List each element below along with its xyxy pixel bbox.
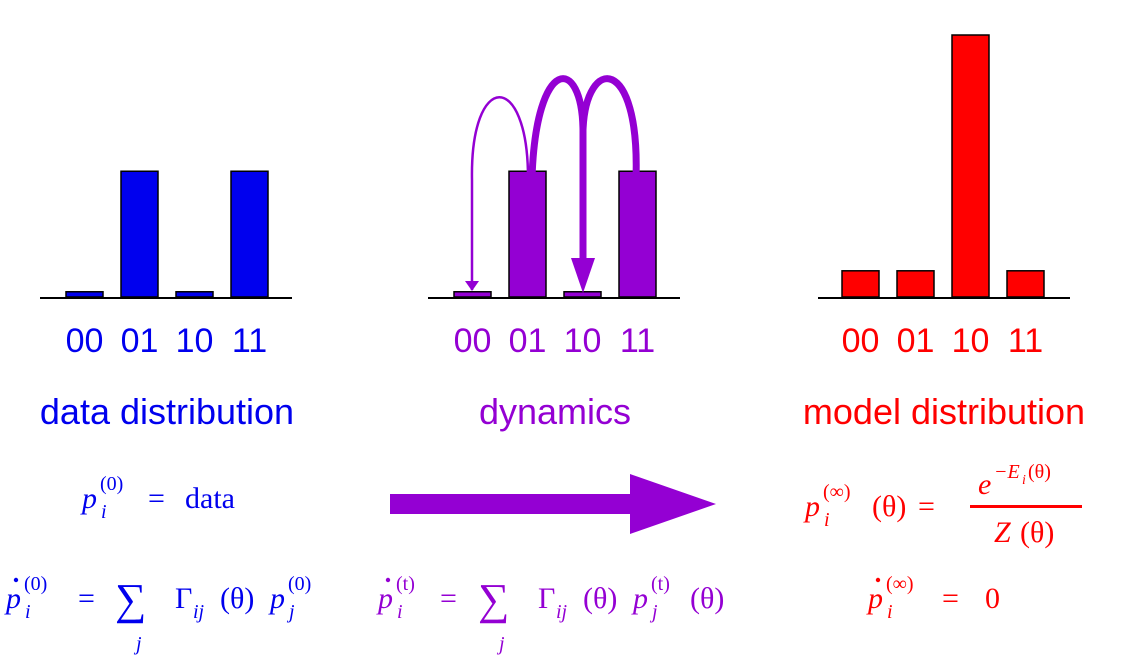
eq-sum: ∑ — [115, 575, 146, 624]
eq-sub: j — [649, 601, 658, 623]
transition-arrowhead-10 — [571, 258, 595, 293]
equation-model-stationary: p (∞) i (θ) = e −E i (θ) Z (θ) — [803, 461, 1082, 549]
eq-exponent: −E — [994, 461, 1020, 483]
eq-dot — [385, 577, 391, 583]
bar-data-11 — [230, 170, 269, 298]
eq-exponent-sub: i — [1022, 473, 1026, 488]
eq-equals: = — [78, 582, 95, 615]
eq-denominator-theta: (θ) — [1020, 516, 1054, 549]
eq-sup: (∞) — [823, 481, 851, 503]
eq-exponent-theta: (θ) — [1028, 461, 1051, 483]
tick-label-model-10: 10 — [952, 322, 990, 360]
tick-labels-data: 00 01 10 11 — [66, 322, 268, 360]
eq-dot — [875, 577, 881, 583]
bar-data-00 — [65, 291, 104, 298]
eq-denominator-Z: Z — [994, 516, 1011, 549]
eq-theta: (θ) — [220, 582, 254, 615]
transition-arrow-11-to-10 — [579, 75, 640, 179]
tick-labels-model: 00 01 10 11 — [842, 322, 1044, 360]
eq-sub: i — [101, 501, 107, 523]
eq-gamma: Γ — [538, 582, 555, 615]
eq-equals: = — [148, 482, 165, 515]
eq-data-word: data — [185, 482, 235, 515]
bar-dynamics-01 — [508, 170, 547, 298]
eq-sub: i — [824, 509, 830, 531]
eq-zero: 0 — [985, 582, 1000, 615]
panel-title-model: model distribution — [803, 391, 1085, 432]
eq-sum-index: j — [133, 633, 142, 655]
tick-label-model-01: 01 — [897, 322, 935, 360]
bar-model-11 — [1006, 270, 1045, 298]
bars-data — [65, 170, 269, 298]
equation-model-rate: p (∞) i = 0 — [866, 573, 1000, 623]
eq-sup: (0) — [24, 573, 47, 595]
eq-gamma-sub: ij — [556, 601, 568, 623]
eq-sup: (t) — [396, 573, 415, 595]
eq-sup: (∞) — [886, 573, 914, 595]
bar-data-10 — [175, 291, 214, 298]
eq-dot — [13, 577, 19, 583]
tick-label-dynamics-01: 01 — [509, 322, 547, 360]
eq-sub: i — [397, 601, 403, 623]
eq-symbol-p: p — [80, 482, 97, 515]
eq-symbol-p: p — [631, 582, 648, 615]
eq-symbol-p: p — [4, 582, 21, 615]
tick-label-model-11: 11 — [1008, 322, 1043, 360]
tick-label-dynamics-00: 00 — [454, 322, 492, 360]
eq-equals: = — [918, 490, 935, 523]
bar-dynamics-00 — [453, 291, 492, 298]
eq-theta: (θ) — [690, 582, 724, 615]
equation-data-rate: p (0) i = ∑ j Γ ij (θ) p (0) j — [4, 573, 311, 655]
equation-data-initial: p (0) i = data — [80, 473, 235, 523]
tick-label-data-11: 11 — [232, 322, 267, 360]
eq-gamma: Γ — [175, 582, 192, 615]
eq-sub: j — [286, 601, 295, 623]
eq-numerator-e: e — [978, 468, 991, 501]
eq-symbol-p: p — [803, 490, 820, 523]
eq-sup: (0) — [288, 573, 311, 595]
center-arrow-shaft — [390, 494, 640, 514]
equation-dynamics-rate: p (t) i = ∑ j Γ ij (θ) p (t) j (θ) — [376, 573, 724, 655]
eq-gamma-sub: ij — [193, 601, 205, 623]
bar-model-10 — [951, 34, 990, 298]
eq-equals: = — [440, 582, 457, 615]
panel-dynamics: 00 01 10 11 dynamics — [428, 75, 680, 432]
eq-symbol-p: p — [376, 582, 393, 615]
tick-label-dynamics-10: 10 — [564, 322, 602, 360]
bars-dynamics — [453, 170, 657, 298]
tick-label-data-01: 01 — [121, 322, 159, 360]
center-arrow — [390, 474, 716, 534]
eq-theta: (θ) — [583, 582, 617, 615]
bar-model-00 — [841, 270, 880, 298]
bar-model-01 — [896, 270, 935, 298]
eq-sum-index: j — [496, 633, 505, 655]
eq-equals: = — [942, 582, 959, 615]
center-arrow-head — [630, 474, 716, 534]
panel-title-dynamics: dynamics — [479, 391, 631, 432]
eq-sup: (0) — [100, 473, 123, 495]
bar-dynamics-11 — [618, 170, 657, 298]
panel-model: 00 01 10 11 model distribution — [803, 34, 1085, 432]
tick-label-dynamics-11: 11 — [620, 322, 655, 360]
tick-label-data-00: 00 — [66, 322, 104, 360]
eq-sup: (t) — [651, 573, 670, 595]
panel-title-data: data distribution — [40, 391, 294, 432]
tick-labels-dynamics: 00 01 10 11 — [454, 322, 656, 360]
eq-theta: (θ) — [872, 490, 906, 523]
eq-symbol-p: p — [866, 582, 883, 615]
eq-sum: ∑ — [478, 575, 509, 624]
bar-dynamics-10 — [563, 291, 602, 298]
bar-data-01 — [120, 170, 159, 298]
eq-symbol-p: p — [268, 582, 285, 615]
eq-sub: i — [887, 601, 893, 623]
bars-model — [841, 34, 1045, 298]
transition-arrow-01-to-00 — [465, 96, 530, 291]
tick-label-model-00: 00 — [842, 322, 880, 360]
eq-fraction-bar — [970, 505, 1082, 508]
panel-data: 00 01 10 11 data distribution — [40, 170, 294, 432]
tick-label-data-10: 10 — [176, 322, 214, 360]
eq-sub: i — [25, 601, 31, 623]
